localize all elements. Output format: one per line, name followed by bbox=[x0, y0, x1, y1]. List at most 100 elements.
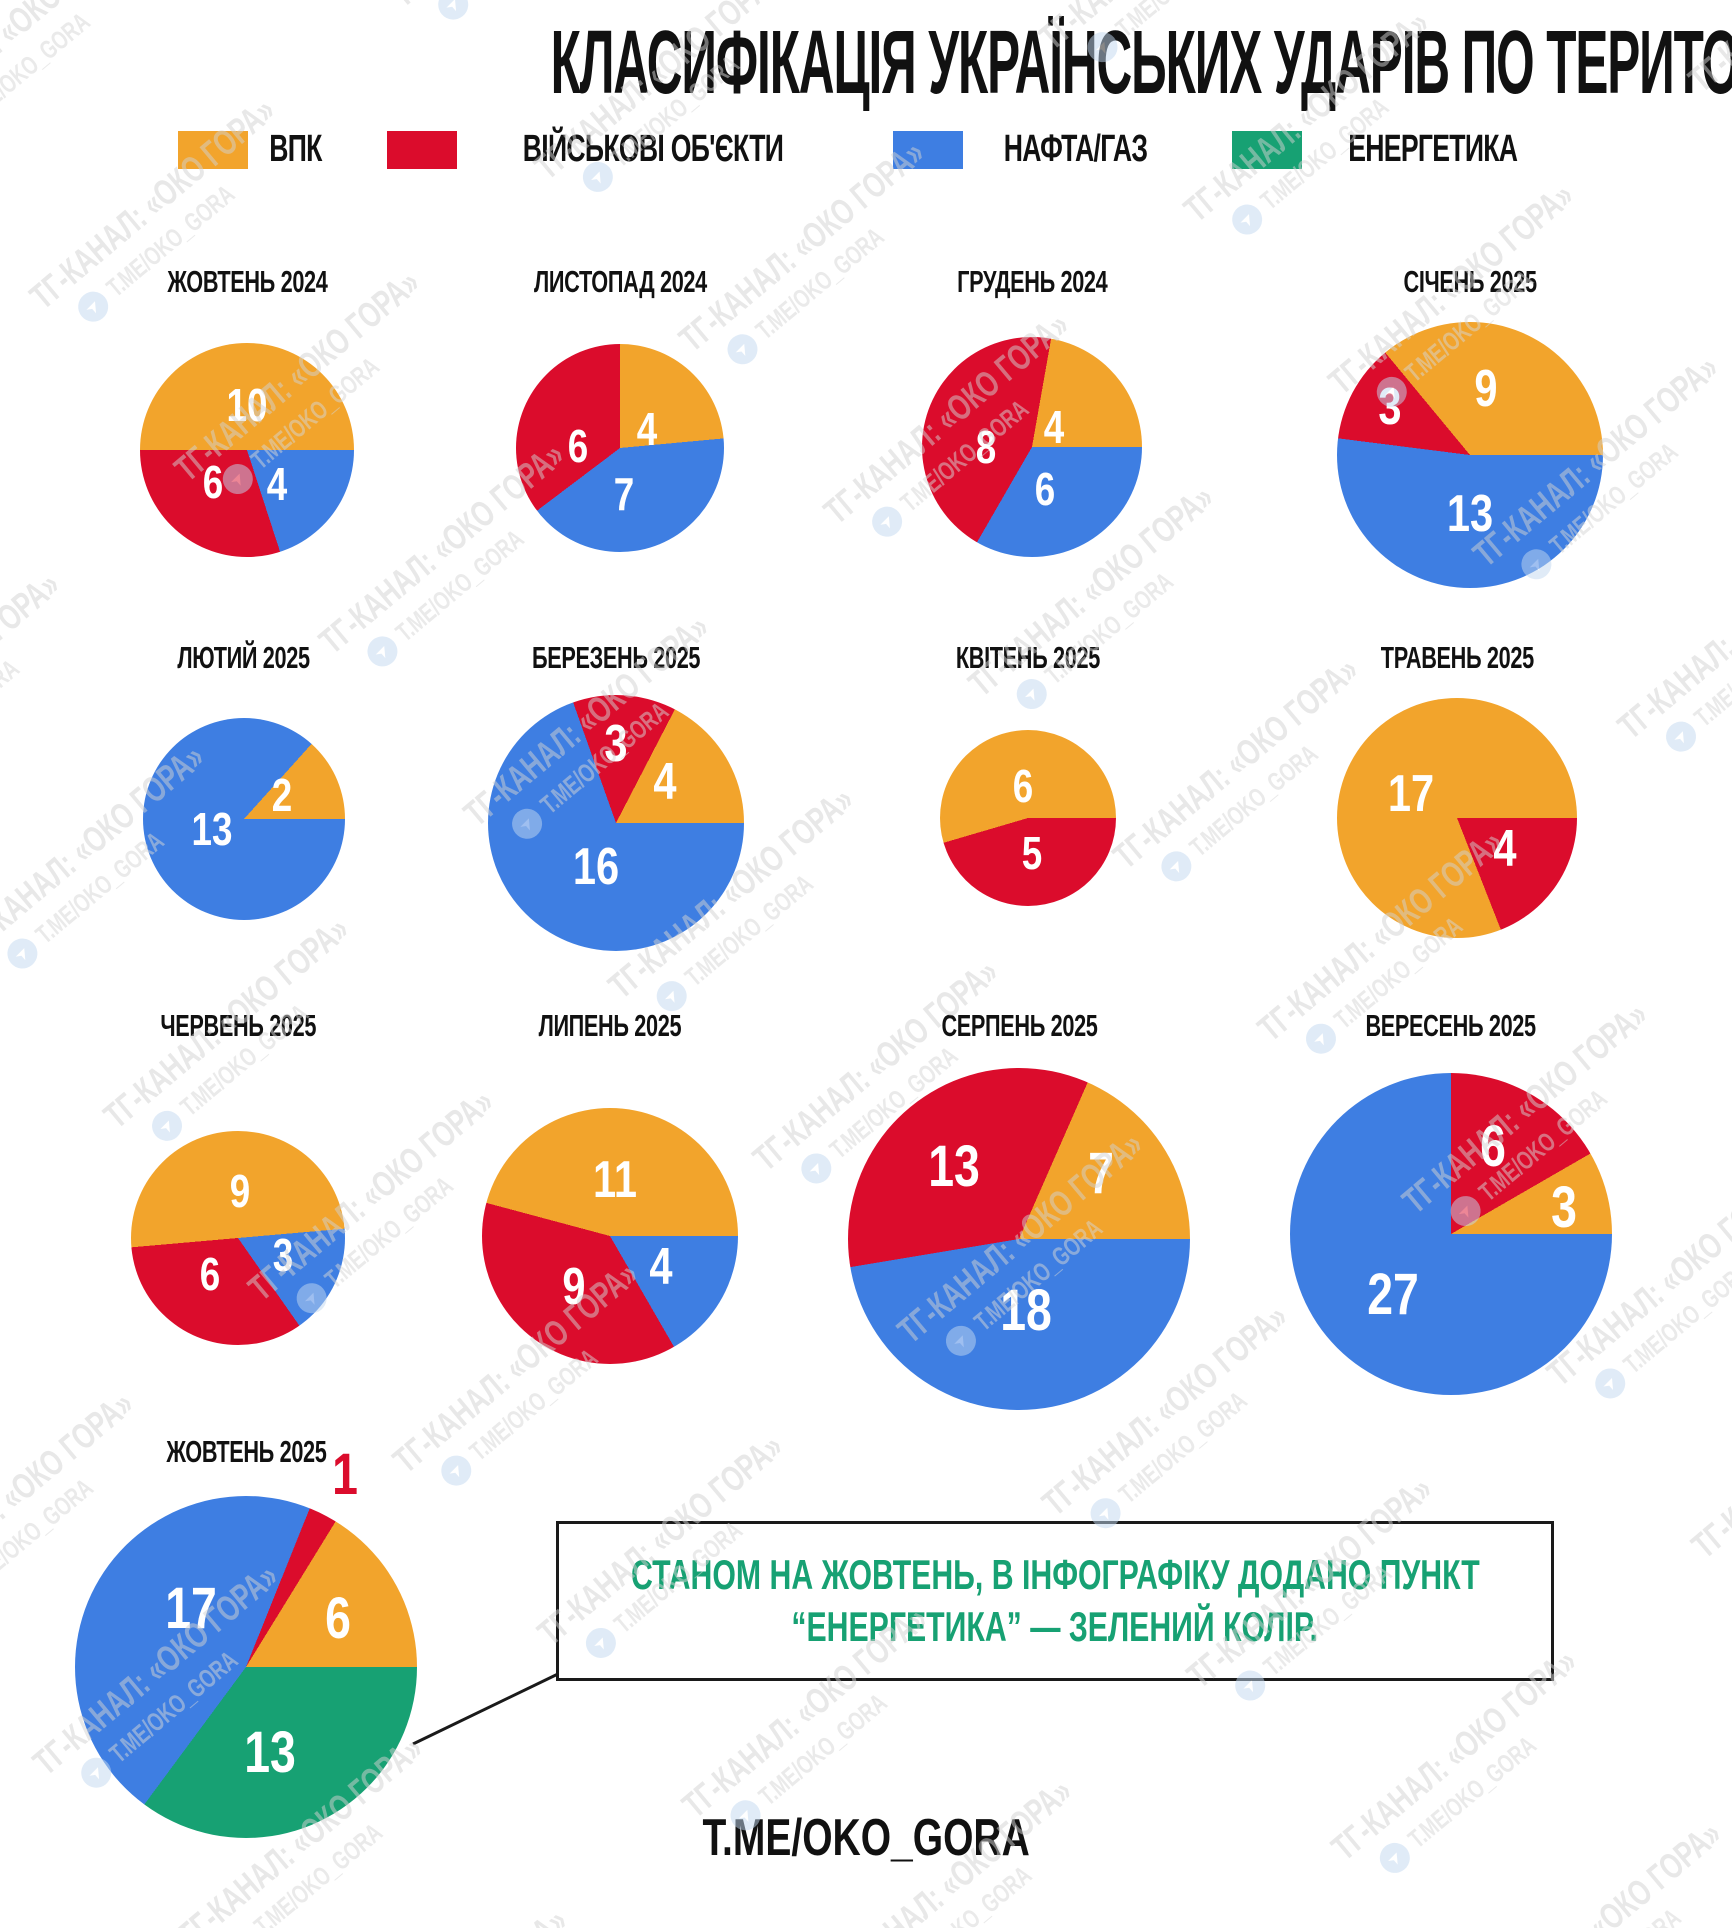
slice-value-label: 13 bbox=[928, 1134, 980, 1200]
pie-chart-0: 10 4 6 bbox=[140, 343, 354, 557]
slice-value-label: 3 bbox=[1378, 378, 1402, 437]
month-title: ТРАВЕНЬ 2025 bbox=[1380, 640, 1534, 675]
legend-swatch-energy bbox=[1232, 130, 1303, 169]
callout-line-1: СТАНОМ НА ЖОВТЕНЬ, В ІНФОГРАФІКУ ДОДАНО … bbox=[630, 1550, 1480, 1598]
slice-value-label: 17 bbox=[1388, 765, 1435, 823]
month-title: ГРУДЕНЬ 2024 bbox=[956, 264, 1108, 299]
slice-value-label: 13 bbox=[244, 1719, 296, 1785]
telegram-icon: ➤ bbox=[219, 1923, 262, 1928]
legend-swatch-vpk bbox=[178, 130, 249, 169]
slice-value-label: 17 bbox=[165, 1575, 218, 1641]
page-title-text: КЛАСИФІКАЦІЯ УКРАЇНСЬКИХ УДАРІВ ПО ТЕРИТ… bbox=[550, 13, 1732, 113]
telegram-icon: ➤ bbox=[721, 327, 764, 371]
callout-line-2: “ЕНЕРГЕТИКА” — ЗЕЛЕНИЙ КОЛІР. bbox=[791, 1603, 1319, 1650]
watermark-tile: ТГ-КАНАЛ: «ОКО ГОРА»➤T.ME/OKO_GORA bbox=[0, 876, 48, 1350]
page-title: КЛАСИФІКАЦІЯ УКРАЇНСЬКИХ УДАРІВ ПО ТЕРИТ… bbox=[0, 18, 1732, 108]
legend-item-energy: ЕНЕРГЕТИКА bbox=[1232, 128, 1554, 171]
slice-value-label: 9 bbox=[229, 1164, 251, 1217]
slice-value-label: 5 bbox=[1021, 827, 1042, 880]
slice-value-label: 4 bbox=[653, 753, 677, 812]
watermark-tile: ТГ-КАНАЛ: «ОКО ГОРА»➤T.ME/OKO_GORA bbox=[411, 1910, 916, 1928]
telegram-icon: ➤ bbox=[1154, 844, 1198, 888]
legend-label: ВПК bbox=[269, 128, 322, 170]
telegram-icon: ➤ bbox=[1659, 715, 1702, 758]
watermark-tile: ТГ-КАНАЛ: «ОКО ГОРА»➤T.ME/OKO_GORA bbox=[1488, 0, 1732, 12]
callout-tail-line bbox=[412, 1671, 561, 1746]
watermark-tile: ТГ-КАНАЛ: «ОКО ГОРА»➤T.ME/OKO_GORA bbox=[0, 229, 119, 703]
legend-label: ВІЙСЬКОВІ ОБ'ЄКТИ bbox=[522, 128, 784, 170]
callout-box: СТАНОМ НА ЖОВТЕНЬ, В ІНФОГРАФІКУ ДОДАНО … bbox=[556, 1521, 1554, 1681]
slice-value-label: 13 bbox=[1446, 484, 1494, 543]
telegram-icon: ➤ bbox=[1225, 198, 1268, 241]
legend-item-oil: НАФТА/ГАЗ bbox=[893, 128, 1178, 171]
month-title: СІЧЕНЬ 2025 bbox=[1403, 264, 1537, 299]
pie-chart-9: 4 9 11 bbox=[482, 1108, 738, 1364]
legend-item-vpk: ВПК bbox=[178, 128, 333, 171]
pie-chart-10: 18 13 7 bbox=[848, 1068, 1190, 1410]
watermark-tile: ТГ-КАНАЛ: «ОКО ГОРА»➤T.ME/OKO_GORA bbox=[0, 1867, 267, 1928]
month-title: ЖОВТЕНЬ 2024 bbox=[166, 264, 328, 299]
legend-swatch-oil bbox=[893, 130, 964, 169]
slice-value-label: 3 bbox=[272, 1229, 294, 1282]
slice-value-label: 6 bbox=[1479, 1114, 1506, 1180]
slice-value-label: 6 bbox=[325, 1586, 352, 1652]
legend-swatch-mil bbox=[387, 130, 458, 169]
slice-value-label: 4 bbox=[636, 403, 658, 456]
slice-value-label: 6 bbox=[1034, 462, 1056, 515]
month-title: ВЕРЕСЕНЬ 2025 bbox=[1365, 1008, 1537, 1043]
month-title: КВІТЕНЬ 2025 bbox=[955, 640, 1101, 675]
legend: ВПК ВІЙСЬКОВІ ОБ'ЄКТИ НАФТА/ГАЗ ЕНЕРГЕТИКА bbox=[0, 128, 1732, 171]
month-title: ЖОВТЕНЬ 2025 bbox=[165, 1434, 327, 1469]
slice-value-label: 2 bbox=[272, 768, 293, 821]
slice-value-label: 4 bbox=[1493, 820, 1517, 879]
footer-link: T.ME/OKO_GORA bbox=[702, 1809, 1030, 1867]
slice-value-label: 6 bbox=[1012, 760, 1033, 813]
slice-value-label: 4 bbox=[1043, 401, 1065, 454]
legend-label: ЕНЕРГЕТИКА bbox=[1348, 128, 1518, 170]
telegram-icon: ➤ bbox=[1588, 1361, 1632, 1405]
pie-chart-4: 13 2 bbox=[143, 718, 345, 920]
pie-chart-7: 4 17 bbox=[1337, 698, 1577, 938]
slice-value-label: 11 bbox=[593, 1150, 638, 1209]
slice-value-label: 13 bbox=[191, 803, 233, 856]
month-title: ЛИСТОПАД 2024 bbox=[533, 264, 707, 299]
watermark-tile: ТГ-КАНАЛ: «ОКО ГОРА»➤T.ME/OKO_GORA bbox=[1683, 1338, 1732, 1567]
slice-value-label: 7 bbox=[613, 467, 635, 520]
slice-value-label: 8 bbox=[975, 421, 997, 473]
watermark-tile: ТГ-КАНАЛ: «ОКО ГОРА»➤T.ME/OKO_GORA bbox=[1468, 1812, 1729, 1928]
month-title: СЕРПЕНЬ 2025 bbox=[940, 1008, 1098, 1043]
slice-value-label: 7 bbox=[1088, 1141, 1114, 1207]
slice-value-label: 9 bbox=[562, 1258, 586, 1317]
slice-value-label: 16 bbox=[572, 837, 619, 896]
pie-chart-3: 13 3 9 bbox=[1337, 322, 1603, 588]
month-title: ЛЮТИЙ 2025 bbox=[177, 640, 311, 675]
slice-value-label: 3 bbox=[604, 714, 628, 773]
slice-value-label: 9 bbox=[1474, 359, 1498, 418]
telegram-icon: ➤ bbox=[865, 500, 908, 543]
slice-value-label: 10 bbox=[226, 379, 268, 432]
slice-value-label: 27 bbox=[1367, 1262, 1419, 1328]
pie-chart-5: 16 3 4 bbox=[488, 695, 744, 951]
month-title: БЕРЕЗЕНЬ 2025 bbox=[531, 640, 701, 675]
telegram-icon: ➤ bbox=[0, 931, 44, 975]
watermark-tile: ТГ-КАНАЛ: «ОКО ГОРА»➤T.ME/OKO_GORA bbox=[1707, 529, 1732, 1003]
slice-value-label: 6 bbox=[568, 419, 589, 472]
month-title: ЛИПЕНЬ 2025 bbox=[538, 1008, 682, 1043]
pie-chart-11: 6 3 27 bbox=[1290, 1073, 1612, 1395]
slice-value-label: 3 bbox=[1550, 1175, 1577, 1241]
legend-label: НАФТА/ГАЗ bbox=[1003, 128, 1148, 170]
legend-item-mil: ВІЙСЬКОВІ ОБ'ЄКТИ bbox=[387, 128, 839, 171]
telegram-icon: ➤ bbox=[1010, 672, 1053, 715]
pie-chart-12: 13 17 1 6 bbox=[75, 1446, 417, 1838]
telegram-icon: ➤ bbox=[145, 1104, 188, 1147]
slice-value-label: 6 bbox=[202, 456, 223, 509]
slice-value-label: 6 bbox=[199, 1248, 221, 1301]
slice-value-label: 18 bbox=[1000, 1277, 1052, 1343]
telegram-icon: ➤ bbox=[794, 1146, 838, 1190]
month-title: ЧЕРВЕНЬ 2025 bbox=[160, 1008, 316, 1043]
